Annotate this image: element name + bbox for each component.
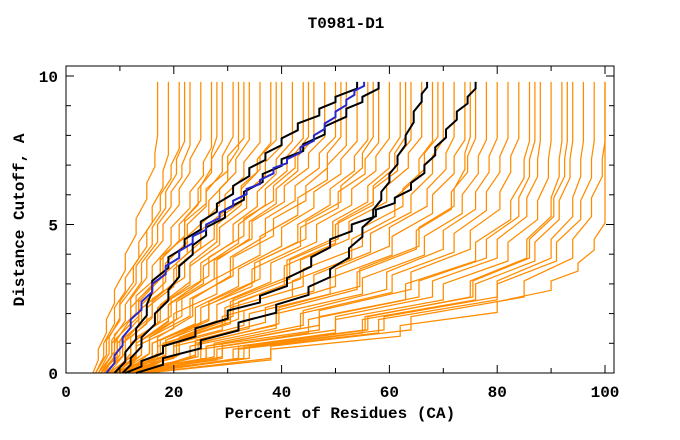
y-tick-label: 0 (48, 366, 58, 384)
server-predictions-curve (103, 81, 202, 374)
server-predictions-curve (141, 81, 498, 374)
selected-models-curve (113, 81, 359, 374)
x-axis-label: Percent of Residues (CA) (225, 405, 455, 423)
server-predictions-curve (130, 81, 337, 374)
server-predictions-curve (119, 81, 488, 374)
x-tick-label: 20 (164, 384, 183, 402)
server-predictions-curve (135, 81, 520, 374)
server-predictions-curve (119, 81, 358, 374)
server-predictions-curve (135, 81, 401, 374)
server-predictions-curve (130, 81, 477, 374)
server-predictions-curve (97, 81, 180, 374)
server-predictions-curve (116, 81, 342, 374)
server-predictions-curve (117, 81, 536, 374)
server-predictions-curve (136, 81, 585, 374)
x-tick-label: 40 (272, 384, 291, 402)
server-predictions-curve (133, 81, 369, 374)
server-predictions-curve (138, 81, 455, 374)
y-tick-label: 10 (39, 69, 58, 87)
server-predictions-curve (138, 81, 568, 374)
server-predictions-curve (146, 81, 606, 374)
server-predictions-curve (92, 81, 159, 374)
chart-title: T0981-D1 (308, 15, 385, 33)
y-tick-label: 5 (48, 218, 58, 236)
server-predictions-curve (130, 81, 541, 374)
server-predictions-curve (100, 81, 240, 374)
server-predictions-curve (125, 81, 444, 374)
server-predictions-curve (111, 81, 304, 374)
x-tick-label: 0 (61, 384, 71, 402)
selected-models-curve (135, 81, 429, 374)
server-predictions-curve (97, 81, 245, 374)
server-predictions-curve (127, 81, 407, 374)
y-axis-label: Distance Cutoff, A (11, 133, 29, 306)
plot-border (65, 65, 615, 374)
server-predictions-curve (119, 81, 595, 374)
server-predictions-curve (124, 81, 315, 374)
server-predictions-curve (95, 81, 170, 374)
curves-layer (92, 81, 606, 374)
server-predictions-curve (114, 81, 380, 374)
highlighted-model-curve (105, 81, 366, 374)
axis-ticks (65, 66, 614, 374)
server-predictions-curve (146, 81, 606, 374)
server-predictions-curve (125, 81, 391, 374)
x-tick-label: 60 (380, 384, 399, 402)
x-tick-label: 80 (488, 384, 507, 402)
server-predictions-curve (106, 81, 347, 374)
selected-models-curve (124, 81, 477, 374)
server-predictions-curve (114, 81, 326, 374)
x-tick-label: 100 (591, 384, 620, 402)
server-predictions-curve (125, 81, 574, 374)
axis-tick-labels: 0 20 40 60 80 100 0 5 10 (39, 69, 620, 402)
